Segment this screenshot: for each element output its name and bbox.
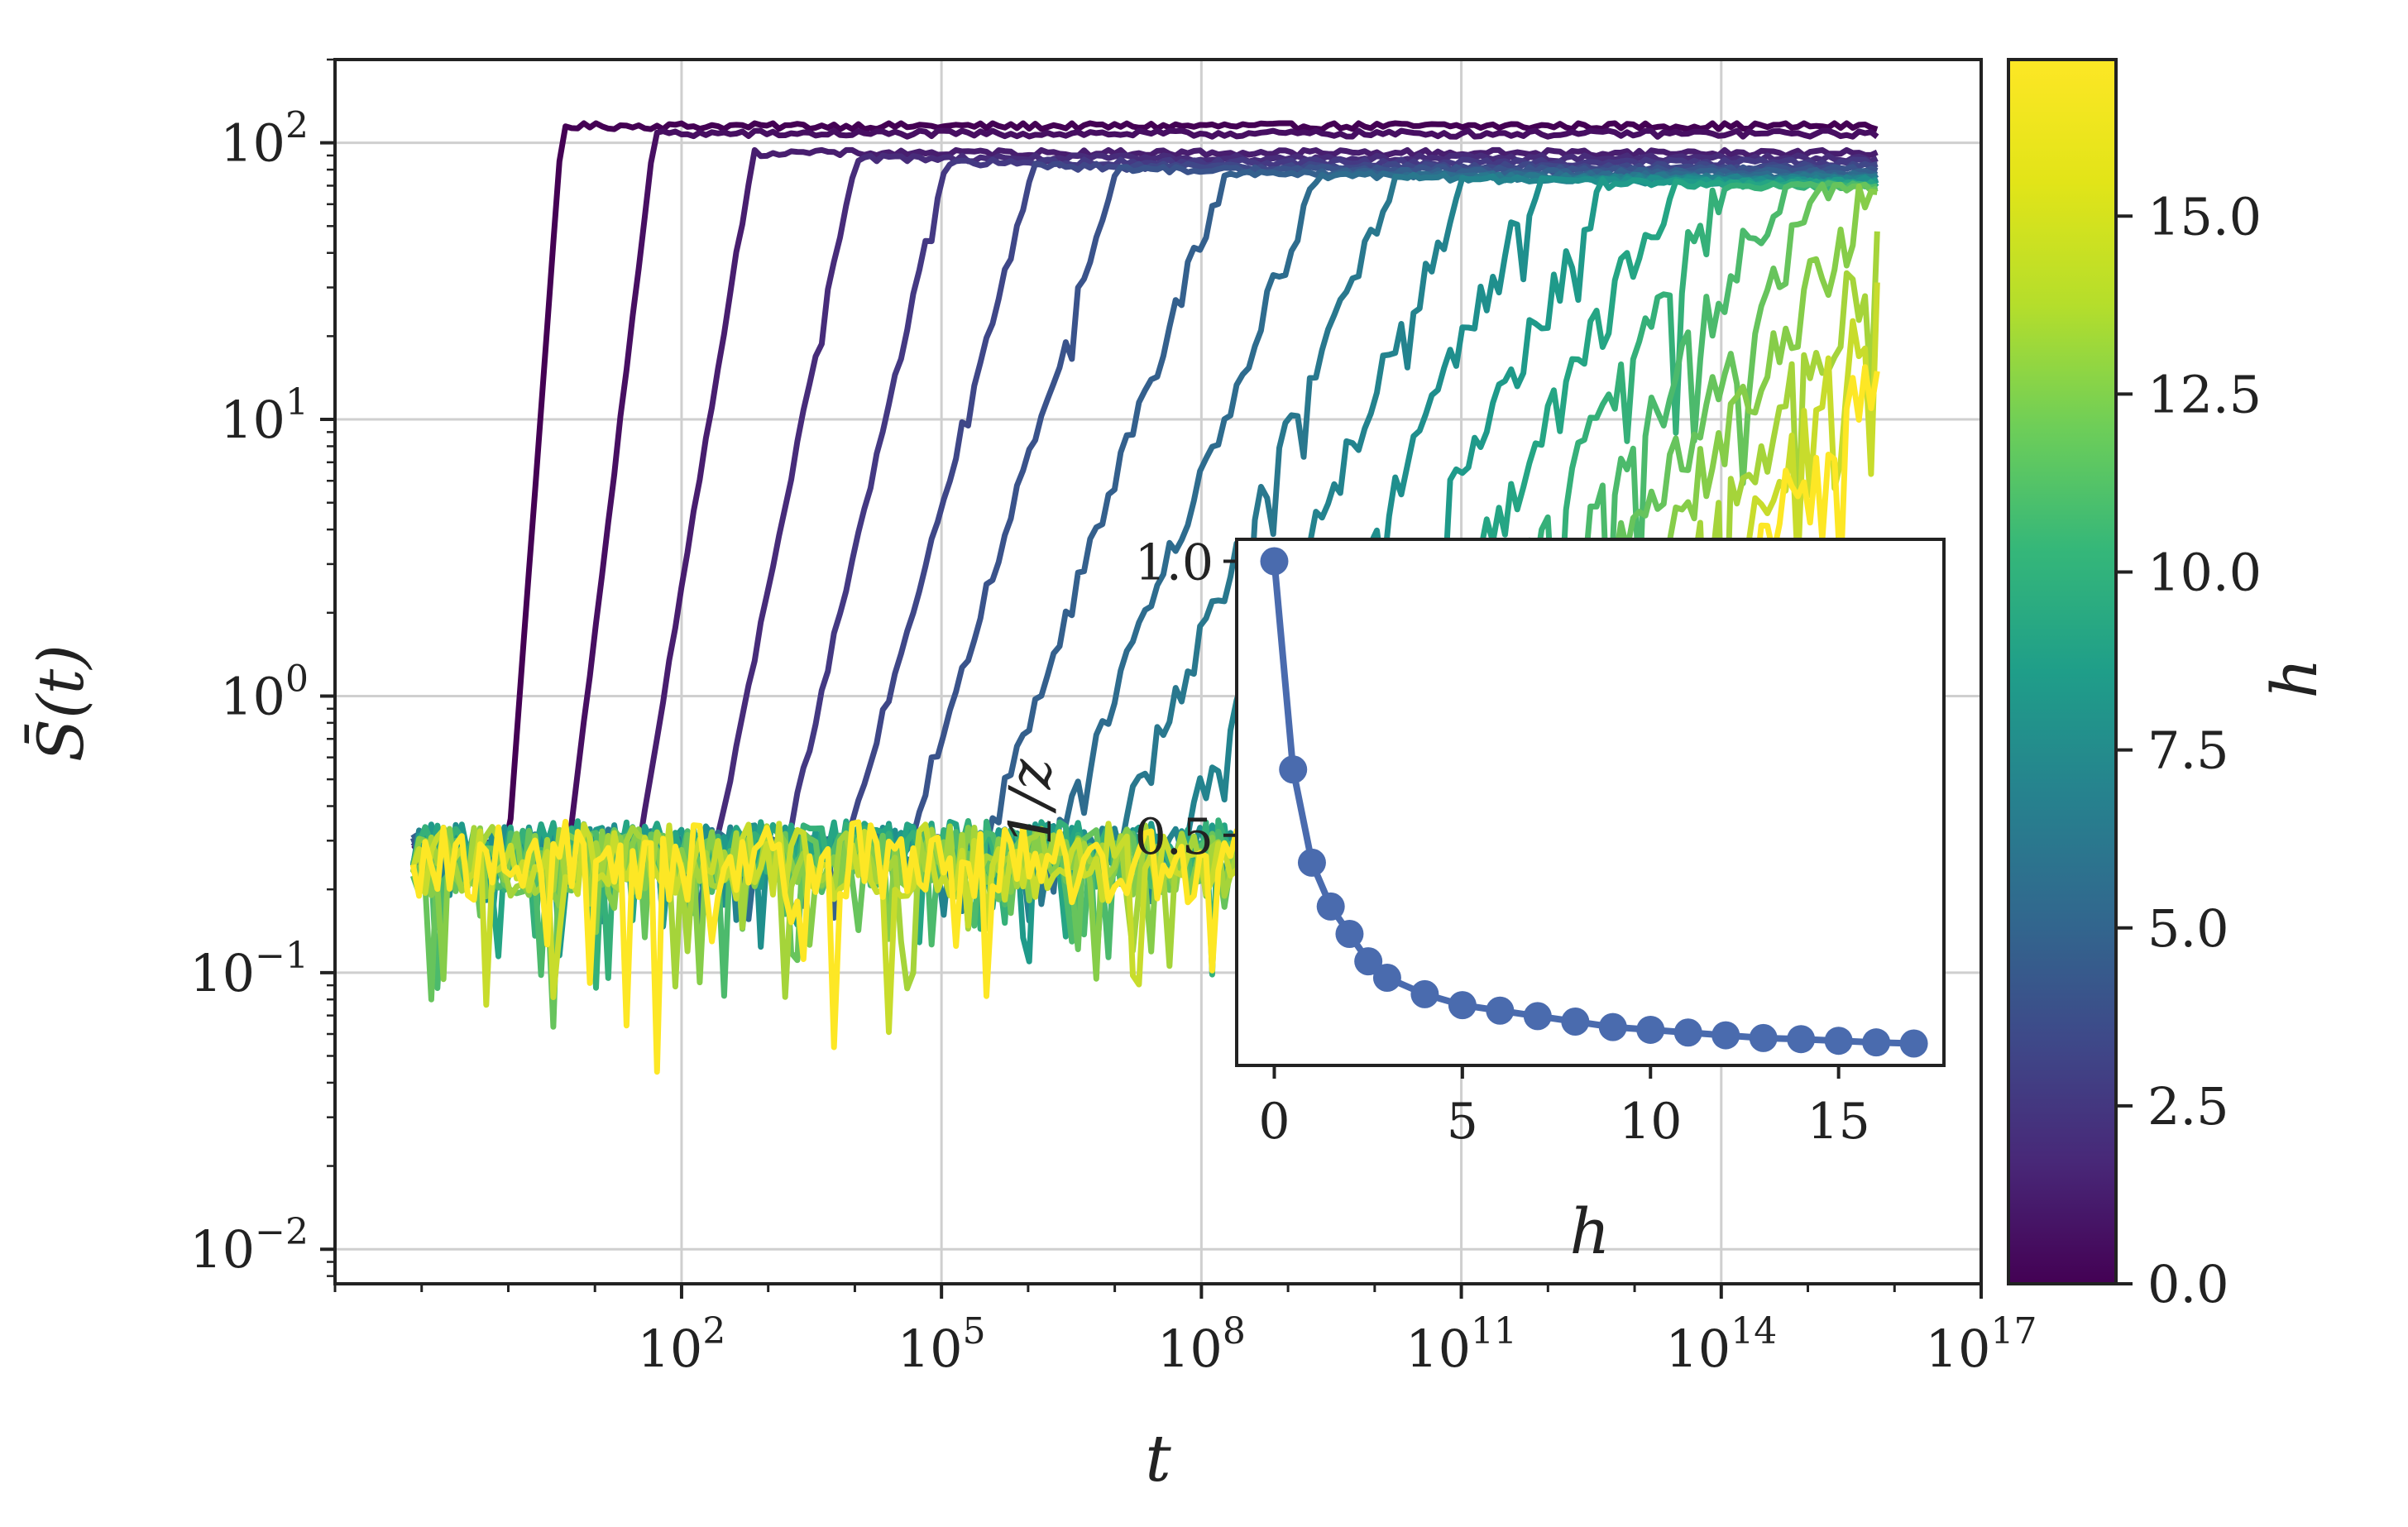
inset-marker (1279, 755, 1308, 784)
main-y-tick-label: 100 (220, 658, 309, 726)
main-x-tick-label: 1011 (1405, 1310, 1517, 1379)
main-x-tick-label: 102 (637, 1310, 725, 1379)
inset-marker (1316, 892, 1345, 921)
colorbar-tick-label: 10.0 (2147, 543, 2262, 603)
main-ylabel: S̄(t) (23, 644, 98, 762)
colorbar-label-text: h (2257, 658, 2331, 699)
inset-x-tick-label: 0 (1258, 1093, 1290, 1151)
main-y-tick-label: 101 (220, 381, 309, 450)
main-x-tick-label: 108 (1157, 1310, 1246, 1379)
inset-marker (1410, 979, 1439, 1008)
inset-marker (1711, 1021, 1740, 1050)
colorbar-tick-label: 12.5 (2147, 364, 2262, 424)
inset-marker (1335, 920, 1364, 948)
colorbar-label: h (2257, 658, 2331, 699)
main-xlabel: t (1145, 1422, 1171, 1496)
main-x-tick-label: 1014 (1665, 1310, 1777, 1379)
inset-marker (1260, 547, 1289, 576)
main-axes-frame (333, 58, 1983, 1285)
inset-axes-frame (1235, 538, 1946, 1067)
main-ylabel-text: S̄(t) (23, 644, 98, 762)
inset-marker (1561, 1008, 1590, 1036)
main-x-tick-label: 1017 (1926, 1310, 2037, 1379)
inset-ylabel: 1/z (997, 758, 1065, 845)
inset-xlabel: h (1570, 1194, 1611, 1268)
main-y-tick-label: 10−1 (189, 935, 309, 1003)
main-series-line (411, 127, 1879, 855)
inset-marker (1598, 1012, 1627, 1041)
inset-x-tick-label: 15 (1807, 1093, 1869, 1151)
inset-ylabel-text: 1/z (997, 758, 1065, 845)
main-x-tick-label: 105 (898, 1310, 986, 1379)
inset-marker (1862, 1028, 1891, 1057)
inset-x-tick-label: 5 (1447, 1093, 1478, 1151)
inset-marker (1486, 996, 1515, 1025)
inset-marker (1824, 1027, 1853, 1055)
colorbar-tick-label: 2.5 (2147, 1076, 2229, 1137)
colorbar-tick-label: 15.0 (2147, 186, 2262, 247)
inset-marker (1899, 1029, 1928, 1058)
colorbar-tick-label: 5.0 (2147, 898, 2229, 959)
inset-marker (1448, 991, 1477, 1020)
main-y-tick-label: 10−2 (189, 1211, 309, 1280)
inset-marker (1787, 1025, 1816, 1054)
colorbar (2007, 58, 2118, 1285)
inset-series-group (1260, 547, 1928, 1058)
colorbar-tick-label: 0.0 (2147, 1254, 2229, 1314)
inset-x-tick-label: 10 (1619, 1093, 1682, 1151)
inset-marker (1354, 947, 1383, 976)
inset-marker (1523, 1002, 1552, 1031)
inset-marker (1636, 1015, 1665, 1044)
inset-y-tick-label: 0.5 (1135, 808, 1214, 866)
inset-marker (1372, 964, 1401, 992)
inset-y-tick-label: 1.0 (1135, 534, 1214, 592)
main-y-tick-label: 102 (220, 105, 309, 174)
colorbar-tick-label: 7.5 (2147, 720, 2229, 781)
inset-marker (1673, 1018, 1702, 1047)
inset-background (1237, 539, 1944, 1065)
inset-ticks: 0 5 10 15 0.5 1.0 (1135, 534, 1870, 1151)
inset-marker (1749, 1023, 1778, 1052)
main-series-line (413, 120, 1879, 853)
colorbar-ticks: 0.0 2.5 5.0 7.5 10.0 12.5 15.0 (2116, 186, 2262, 1314)
inset-marker (1297, 848, 1326, 877)
